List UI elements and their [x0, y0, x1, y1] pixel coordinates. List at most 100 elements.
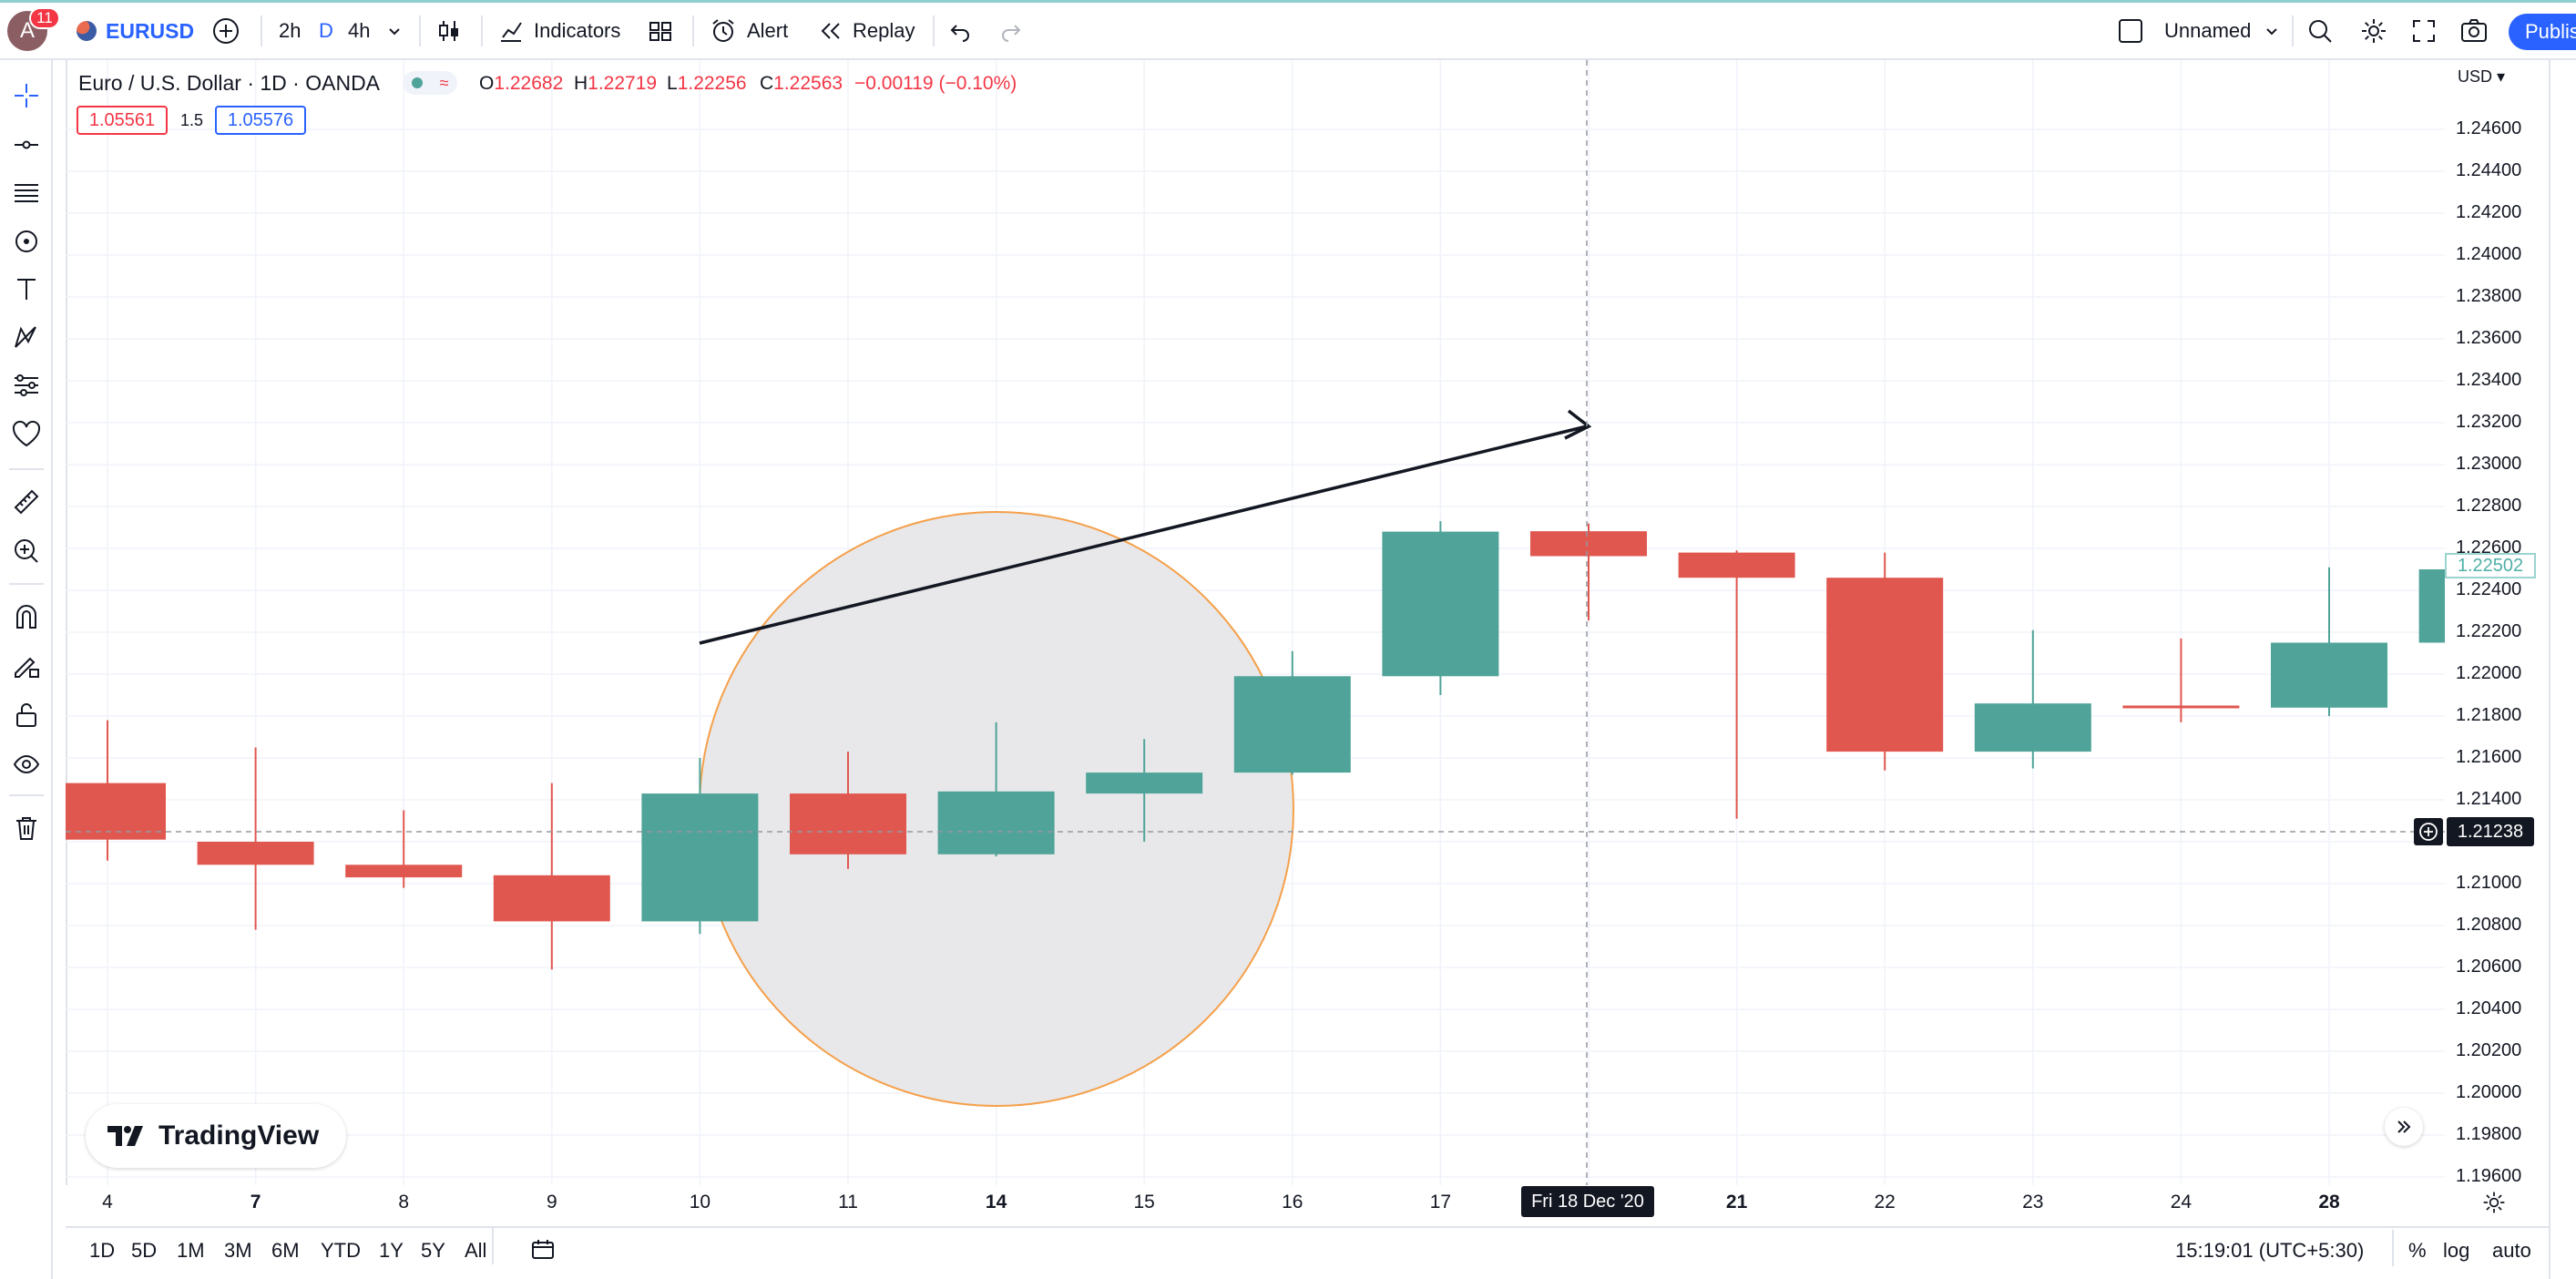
chart-type-button[interactable] [435, 3, 463, 59]
arrow-drawing[interactable] [699, 409, 1592, 645]
undo-icon [950, 25, 969, 42]
tradingview-logo[interactable]: TradingView [86, 1104, 346, 1168]
heart-icon [12, 420, 41, 447]
text-tool[interactable] [7, 270, 46, 308]
symbol-search-button[interactable]: EURUSD [77, 3, 194, 59]
stay-in-drawing-tool[interactable] [7, 647, 46, 685]
fib-tool[interactable] [7, 173, 46, 211]
zoom-in-tool[interactable] [7, 532, 46, 570]
candle [2418, 569, 2445, 643]
compare-symbol-button[interactable] [211, 3, 240, 59]
gear-icon [2362, 19, 2386, 43]
trend-line-tool[interactable] [7, 126, 46, 164]
undo-button[interactable] [947, 3, 973, 59]
replay-button[interactable]: Replay [818, 3, 915, 59]
measure-tool[interactable] [7, 483, 46, 521]
scroll-to-realtime-button[interactable] [2385, 1108, 2423, 1146]
time-tick-label: 16 [1282, 1192, 1303, 1212]
range-button-5d[interactable]: 5D [131, 1239, 158, 1262]
prediction-tool[interactable] [7, 366, 46, 404]
ohlc-value: 1.22682 [494, 73, 564, 94]
rewind-icon [821, 23, 840, 39]
candle-body [1974, 703, 2091, 752]
layout-menu[interactable]: Unnamed [2117, 3, 2280, 59]
redo-button[interactable] [998, 3, 1024, 59]
range-button-1y[interactable]: 1Y [379, 1239, 404, 1262]
market-open-dot-icon [411, 77, 423, 88]
candle-body [937, 791, 1055, 854]
chart-pane[interactable] [66, 60, 2445, 1185]
indicators-button[interactable]: Indicators [497, 3, 620, 59]
candle-body [2418, 569, 2445, 643]
interval-dropdown[interactable] [386, 3, 403, 59]
right-widget-bar[interactable] [2549, 60, 2576, 1279]
xabcd-pattern-tool[interactable] [7, 319, 46, 357]
add-alert-plus-button[interactable] [2414, 818, 2443, 845]
candle-body [66, 783, 166, 840]
chevron-down-icon [2266, 28, 2278, 36]
clock-timezone[interactable]: 15:19:01 (UTC+5:30) [2175, 1239, 2365, 1262]
currency-selector[interactable]: USD ▾ [2458, 67, 2506, 86]
hide-drawings-tool[interactable] [7, 745, 46, 783]
plus-circle-icon [2419, 823, 2438, 841]
fullscreen-button[interactable] [2410, 3, 2438, 59]
interval-label: D [319, 19, 333, 42]
range-button-6m[interactable]: 6M [271, 1239, 300, 1262]
price-tick-label: 1.20400 [2456, 998, 2522, 1018]
time-tick-label: 15 [1133, 1192, 1155, 1212]
interval-2h[interactable]: 2h [279, 3, 301, 59]
price-tick-label: 1.22800 [2456, 496, 2522, 516]
lock-drawings-tool[interactable] [7, 696, 46, 734]
ohlc-value: 1.22256 [677, 73, 747, 94]
go-to-date-button[interactable] [530, 1237, 556, 1267]
crosshair-tool[interactable] [7, 77, 46, 115]
delayed-data-icon: ≈ [439, 73, 449, 92]
candle [641, 758, 759, 935]
layouts-button[interactable] [647, 3, 674, 59]
pattern-icon [15, 326, 36, 348]
ohlc-change: −0.00119 (−0.10%) [854, 73, 1017, 95]
interval-d[interactable]: D [319, 3, 333, 59]
symbol-legend-title[interactable]: Euro / U.S. Dollar · 1D · OANDA [78, 71, 381, 95]
pattern-tool[interactable] [7, 222, 46, 261]
price-tick-label: 1.23800 [2456, 286, 2522, 306]
publish-button[interactable]: Publis [2509, 14, 2576, 50]
ohlc-close: C1.22563 [760, 73, 843, 95]
double-chevron-right-icon [2397, 1120, 2411, 1133]
favorites-tool[interactable] [7, 415, 46, 454]
settings-button[interactable] [2359, 3, 2388, 59]
indicators-icon [501, 22, 522, 42]
percent-scale-toggle[interactable]: % [2408, 1239, 2427, 1262]
range-button-3m[interactable]: 3M [224, 1239, 252, 1262]
magnet-mode-tool[interactable] [7, 598, 46, 636]
auto-scale-toggle[interactable]: auto [2492, 1239, 2531, 1262]
tradingview-wordmark: TradingView [158, 1120, 320, 1151]
candle [197, 747, 314, 930]
add-circle-icon [213, 18, 239, 44]
time-tick-label: 10 [689, 1192, 711, 1212]
remove-drawings-tool[interactable] [7, 809, 46, 847]
fib-retracement-icon [15, 184, 38, 202]
range-button-1m[interactable]: 1M [177, 1239, 205, 1262]
interval-4h[interactable]: 4h [348, 3, 370, 59]
range-button-all[interactable]: All [465, 1239, 487, 1262]
range-button-1d[interactable]: 1D [89, 1239, 116, 1262]
alarm-clock-icon [712, 19, 734, 42]
candle [1233, 650, 1351, 775]
candlestick-chart[interactable] [66, 60, 2445, 1185]
price-tick-label: 1.20200 [2456, 1040, 2522, 1060]
log-scale-toggle[interactable]: log [2443, 1239, 2470, 1262]
snapshot-button[interactable] [2459, 3, 2489, 59]
search-button[interactable] [2306, 3, 2334, 59]
sell-price-button[interactable]: 1.05561 [77, 106, 168, 135]
buy-price-button[interactable]: 1.05576 [215, 106, 306, 135]
market-status-pill[interactable]: ≈ [403, 71, 457, 95]
alert-button[interactable]: Alert [709, 3, 788, 59]
price-tick-label: 1.22200 [2456, 621, 2522, 641]
range-button-5y[interactable]: 5Y [421, 1239, 445, 1262]
ohlc-change-value: −0.00119 (−0.10%) [854, 73, 1017, 94]
scale-settings-button[interactable] [2481, 1190, 2507, 1220]
range-button-ytd[interactable]: YTD [321, 1239, 361, 1262]
time-tick-label: 24 [2170, 1192, 2193, 1212]
